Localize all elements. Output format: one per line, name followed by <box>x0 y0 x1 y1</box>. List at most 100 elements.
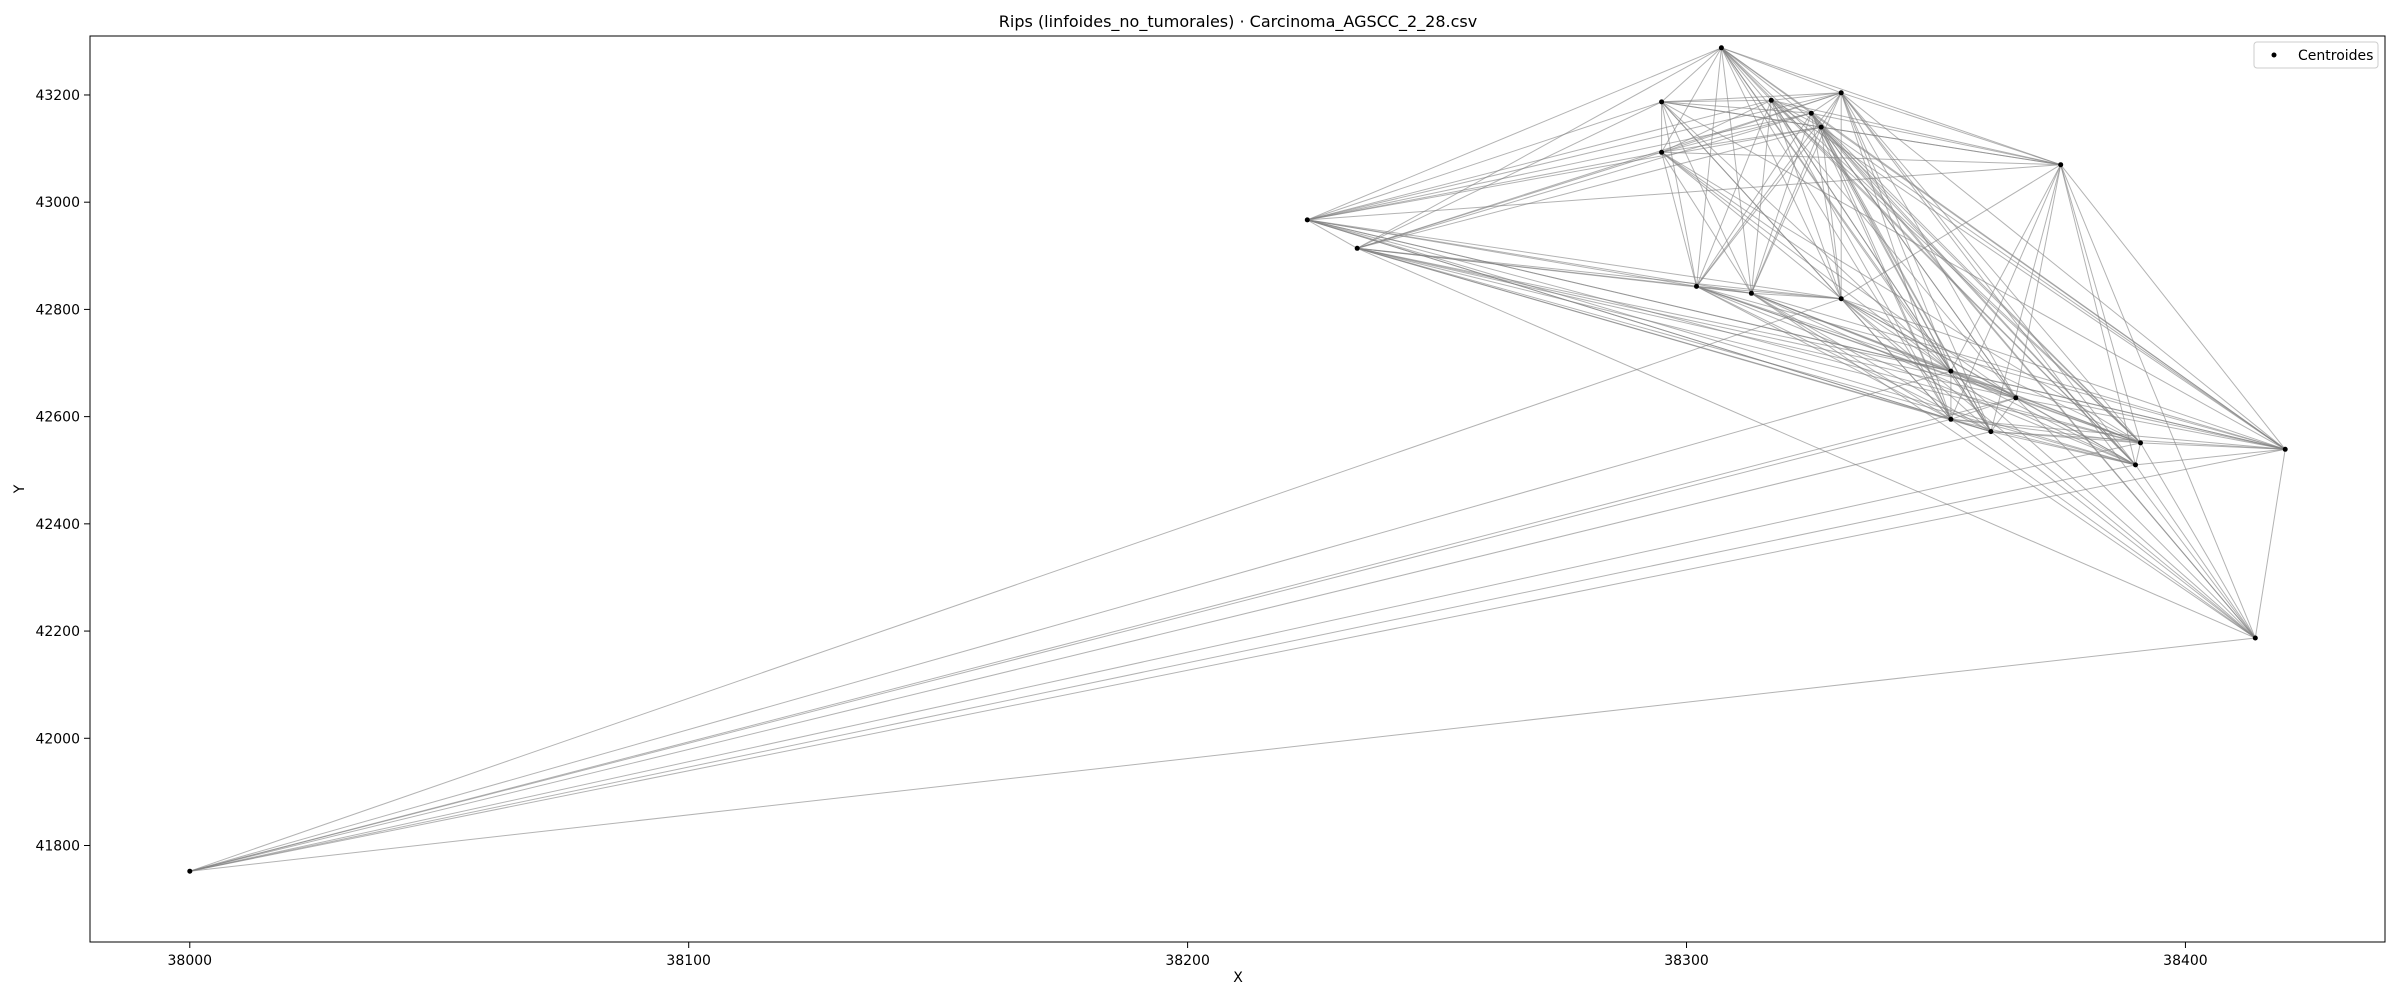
centroid-point <box>1748 290 1754 296</box>
rips-edge <box>2060 164 2286 450</box>
rips-edge <box>1840 92 1952 372</box>
rips-edge <box>1990 431 2256 639</box>
rips-edge <box>2015 397 2141 444</box>
rips-edge <box>1820 127 1842 299</box>
rips-edge <box>189 448 2286 872</box>
rips-edge <box>1811 92 1842 114</box>
rips-edge <box>1357 247 1842 300</box>
rips-edge <box>1661 112 1812 153</box>
y-tick-label: 42600 <box>35 410 80 426</box>
rips-edge <box>1356 101 1662 249</box>
centroid-point <box>2058 162 2064 168</box>
rips-edge <box>1950 370 2256 639</box>
y-tick-label: 42000 <box>35 731 80 747</box>
rips-edge <box>1696 285 2141 444</box>
rips-edge <box>1357 247 1992 433</box>
rips-edge <box>2140 442 2286 450</box>
rips-edge <box>1821 126 2061 166</box>
rips-edge <box>1357 247 2016 399</box>
rips-edge <box>2015 397 2136 466</box>
rips-edge <box>1750 113 1812 294</box>
rips-edge <box>189 637 2256 872</box>
rips-edge <box>1950 397 2016 420</box>
x-tick-label: 38200 <box>1165 953 1210 969</box>
legend-entry-centroides: Centroides <box>2298 48 2373 64</box>
centroid-point <box>2282 446 2288 452</box>
rips-edge <box>1950 418 2136 466</box>
rips-edge <box>1721 47 1822 128</box>
rips-edge <box>1307 151 1662 221</box>
centroid-point <box>1718 45 1724 51</box>
rips-edge <box>1307 101 1662 221</box>
legend-marker <box>2271 52 2277 58</box>
rips-edge <box>189 418 1952 872</box>
rips-edge <box>1307 92 1842 221</box>
rips-edge <box>1950 418 2256 639</box>
rips-edge <box>1696 285 1952 372</box>
rips-edge <box>2140 442 2256 639</box>
rips-edge <box>1696 47 1722 287</box>
rips-edge <box>1661 101 1952 372</box>
rips-edge <box>1696 285 1842 300</box>
centroid-point <box>1838 90 1844 96</box>
rips-edge <box>1721 47 2061 166</box>
rips-edge <box>1840 92 2256 639</box>
rips-edge <box>2135 464 2256 639</box>
rips-edge <box>1751 292 2286 450</box>
rips-edge <box>1661 101 1752 294</box>
rips-edge <box>1771 92 1842 101</box>
rips-edge <box>1770 100 1842 299</box>
x-axis-label: X <box>1233 970 1243 986</box>
rips-edge <box>1840 298 2141 444</box>
centroid-point <box>1659 99 1665 105</box>
rips-edge <box>1661 151 2141 444</box>
centroid-point <box>1808 110 1814 116</box>
rips-edge <box>1357 247 2141 444</box>
x-tick-label: 38300 <box>1664 953 1709 969</box>
rips-edge <box>1696 285 1992 433</box>
rips-edge <box>1840 92 1952 420</box>
rips-edge <box>1841 298 2286 450</box>
centroid-point <box>187 868 193 874</box>
rips-edge <box>1751 292 2256 639</box>
rips-edge <box>1750 100 1772 294</box>
rips-edge <box>1307 219 1752 294</box>
centroid-point <box>2013 395 2019 401</box>
rips-edge <box>1840 298 1952 372</box>
x-axis-ticks: 38000 38100 38200 38300 38400 <box>168 942 2208 969</box>
rips-edge <box>1356 47 1722 249</box>
rips-edge <box>1990 431 2136 466</box>
rips-edge <box>1721 47 1842 94</box>
rips-edge <box>1751 292 1842 300</box>
rips-edge <box>189 298 1842 872</box>
rips-edge <box>1810 113 1842 299</box>
rips-edge <box>189 370 1952 872</box>
rips-edge <box>1750 92 1842 294</box>
rips-edge <box>2015 397 2286 450</box>
centroid-point <box>1694 283 1699 289</box>
rips-edge <box>1357 247 2256 639</box>
rips-edge <box>1357 247 1752 294</box>
rips-edge <box>1810 112 1952 420</box>
rips-edge <box>1661 47 1722 153</box>
rips-edge <box>2060 164 2141 444</box>
rips-edge <box>1811 112 2286 450</box>
rips-edge <box>1751 292 1952 420</box>
rips-edge <box>1840 298 2256 639</box>
rips-edge <box>1720 47 1842 299</box>
y-tick-label: 42400 <box>35 517 80 533</box>
legend-box <box>2253 41 2379 69</box>
rips-edge <box>1661 101 1697 287</box>
rips-edge <box>1990 431 2286 450</box>
centroid-point <box>1768 97 1774 103</box>
legend: Centroides <box>2253 41 2379 69</box>
centroid-point <box>1354 245 1360 251</box>
rips-edge <box>2060 164 2256 639</box>
rips-edge <box>1307 47 1722 221</box>
rips-edge <box>1357 92 1842 249</box>
rips-edge <box>1307 219 1358 249</box>
rips-edge <box>1307 219 2136 466</box>
rips-edge <box>1950 164 2062 420</box>
centroid-point <box>2252 635 2258 641</box>
rips-edge <box>1696 112 1812 287</box>
